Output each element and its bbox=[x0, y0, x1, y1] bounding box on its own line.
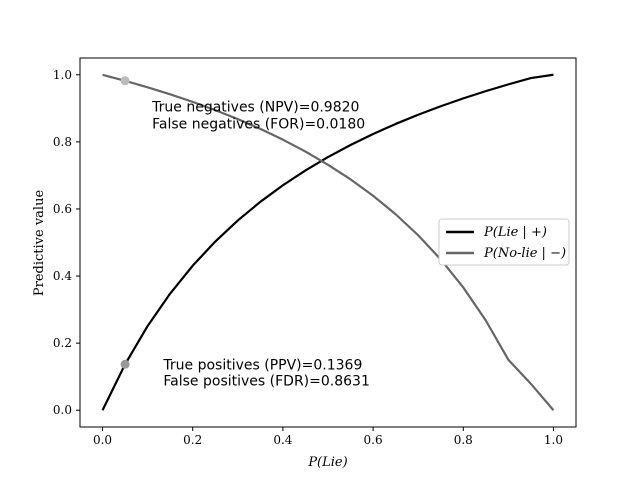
y-tick-label: 1.0 bbox=[53, 68, 72, 82]
x-tick-label: 0.6 bbox=[364, 433, 383, 447]
series-layer bbox=[101, 73, 555, 411]
plot-frame bbox=[79, 57, 577, 428]
y-tick-label: 0.4 bbox=[53, 269, 72, 283]
legend: P(Lie | +) P(No-lie | −) bbox=[438, 218, 570, 266]
point-marker bbox=[120, 359, 130, 369]
marker-layer bbox=[120, 76, 130, 369]
y-tick-label: 0.2 bbox=[53, 336, 72, 350]
annotation-text: True positives (PPV)=0.1369 bbox=[162, 357, 362, 373]
x-tick-label: 1.0 bbox=[544, 433, 563, 447]
x-tick-label: 0.4 bbox=[273, 433, 292, 447]
y-tick-label: 0.0 bbox=[53, 403, 72, 417]
y-tick-label: 0.6 bbox=[53, 202, 72, 216]
x-tick-label: 0.0 bbox=[93, 433, 112, 447]
y-tick-label: 0.8 bbox=[53, 135, 72, 149]
point-marker bbox=[120, 76, 130, 86]
annotation-text: False positives (FDR)=0.8631 bbox=[163, 374, 369, 390]
y-axis-label: Predictive value bbox=[32, 190, 47, 297]
x-axis-label: P(Lie) bbox=[307, 455, 347, 470]
axis-ticks: 0.0 0.2 0.4 0.6 0.8 1.0 0.0 0.2 0.4 0.6 0.8 1.0 bbox=[53, 68, 563, 447]
series-line-ppv bbox=[101, 73, 554, 411]
annotation-text: True negatives (NPV)=0.9820 bbox=[151, 100, 359, 116]
x-tick-label: 0.2 bbox=[183, 433, 202, 447]
x-tick-label: 0.8 bbox=[454, 433, 473, 447]
legend-label-ppv: P(Lie | +) bbox=[483, 225, 547, 240]
legend-label-npv: P(No-lie | −) bbox=[483, 246, 566, 261]
series-line-npv bbox=[102, 73, 555, 411]
annotation-text: False negatives (FOR)=0.0180 bbox=[152, 116, 365, 132]
